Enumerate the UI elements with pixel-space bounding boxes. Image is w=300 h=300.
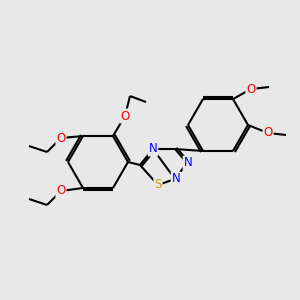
- Text: N: N: [148, 142, 158, 155]
- Text: O: O: [263, 127, 273, 140]
- Text: N: N: [184, 157, 192, 169]
- Text: O: O: [56, 131, 66, 145]
- Text: S: S: [154, 178, 162, 191]
- Text: O: O: [120, 110, 130, 122]
- Text: N: N: [172, 172, 180, 185]
- Text: O: O: [246, 82, 256, 95]
- Text: O: O: [56, 184, 66, 197]
